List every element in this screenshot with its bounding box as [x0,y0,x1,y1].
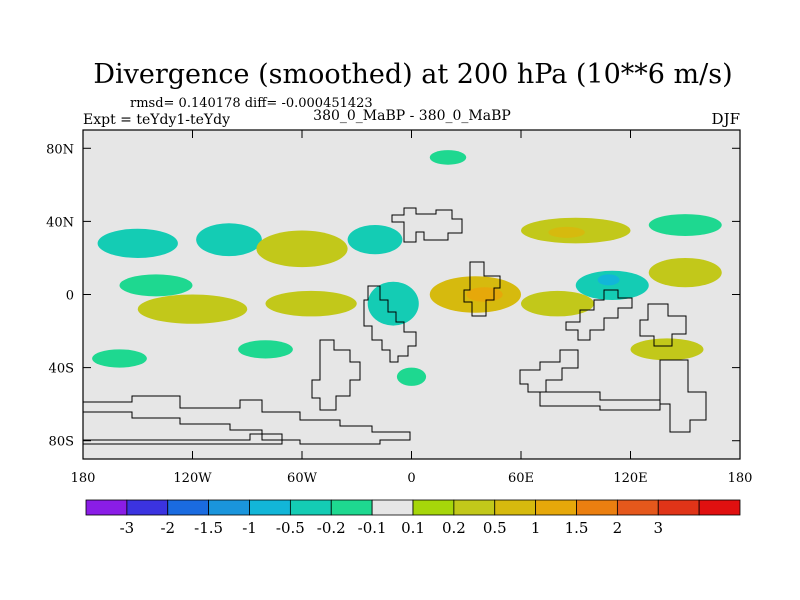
chart-subtitle: 380_0_MaBP - 380_0_MaBP [313,108,511,124]
y-tick-label-3: 0 [66,289,74,304]
field-region-8 [367,281,419,326]
coastline-north [391,207,463,243]
colorbar-swatch-12 [535,499,577,516]
colorbar-swatch-3 [167,499,210,516]
field-region-21 [630,338,704,361]
x-tick-label-6: 120E [613,471,647,486]
coastline-far-east [659,359,707,433]
y-tick-label-4: 40S [49,362,74,377]
colorbar-swatch-15 [657,499,700,516]
colorbar-label-3: -1.5 [194,519,223,537]
coastline-southern-ridge [83,395,411,445]
colorbar-swatch-13 [576,499,618,516]
colorbar-swatch-5 [249,499,291,516]
x-tick-label-2: 120W [173,471,212,486]
field-region-12 [575,270,649,300]
coastline-east-continent [519,349,579,393]
colorbar-swatch-2 [126,499,169,516]
x-tick-label-3: 60W [287,471,318,486]
coastline-south-pacific [539,391,661,411]
map-features [92,150,722,386]
coastline-india [463,261,501,317]
colorbar-swatch-4 [208,499,250,516]
coastlines [83,207,707,445]
colorbar-label-5: -0.5 [276,519,305,537]
colorbar-swatch-16 [698,499,741,516]
x-tick-label-1: 180 [71,471,96,486]
colorbar-label-14: 3 [653,519,663,537]
colorbar-label-9: 0.2 [442,519,466,537]
colorbar-label-8: 0.1 [401,519,425,537]
field-region-13 [597,274,620,286]
chart-experiment: Expt = teYdy1-teYdy [83,112,230,128]
x-axis: 180 120W 60W 0 60E 120E 180 [71,130,753,486]
colorbar-swatch-10 [453,499,496,516]
coastline-antarctic [83,433,283,445]
x-tick-label-7: 180 [728,471,753,486]
colorbar-swatch-8 [371,499,414,516]
y-tick-label-5: 80S [49,435,74,450]
field-region-17 [648,214,722,237]
field-region-5 [119,274,193,297]
colorbar-label-4: -1 [242,519,257,537]
coastline-australia [639,303,687,347]
colorbar-swatch-1 [85,499,128,516]
field-region-6 [137,294,248,324]
field-region-10 [466,287,503,302]
colorbar-label-12: 1.5 [565,519,589,537]
chart-season: DJF [712,110,740,128]
field-region-19 [92,349,147,368]
colorbar-swatch-6 [289,499,332,516]
y-tick-label-1: 80N [46,142,74,157]
colorbar-label-7: -0.1 [358,519,387,537]
field-region-7 [265,290,357,317]
y-axis: 80N 40N 0 40S 80S [46,142,740,450]
coastline-south-america [311,339,361,411]
field-region-22 [396,367,427,386]
colorbar-label-2: -2 [160,519,175,537]
chart-title: Divergence (smoothed) at 200 hPa (10**6 … [93,59,732,90]
field-region-14 [648,257,722,288]
colorbar-label-1: -3 [120,519,135,537]
field-region-18 [429,150,467,165]
field-region-20 [238,340,293,359]
colorbar-swatch-14 [616,499,659,516]
colorbar-label-13: 2 [613,519,623,537]
field-region-3 [256,230,348,268]
colorbar-swatch-7 [330,499,373,516]
x-tick-label-4: 0 [407,471,415,486]
colorbar-swatch-11 [494,499,537,516]
colorbar: -3 -2 -1.5 -1 -0.5 -0.2 -0.1 0.1 0.2 0.5 1 1.5 2 3 [85,499,741,537]
coastline-africa [363,285,417,363]
colorbar-label-10: 0.5 [483,519,507,537]
field-region-4 [347,225,403,255]
coastline-asia [565,289,633,341]
colorbar-label-6: -0.2 [317,519,346,537]
field-region-2 [196,223,262,257]
y-tick-label-2: 40N [46,215,74,230]
field-region-16 [548,226,585,238]
field-region-11 [521,290,594,317]
colorbar-label-11: 1 [531,519,541,537]
x-tick-label-5: 60E [508,471,534,486]
field-region-1 [97,228,178,258]
chart-stats: rmsd= 0.140178 diff= -0.000451423 [130,96,373,111]
colorbar-swatch-9 [412,499,455,516]
